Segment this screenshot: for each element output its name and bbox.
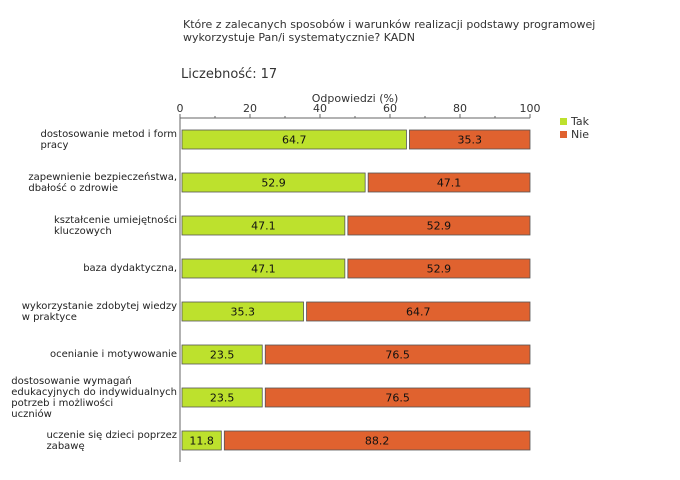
bar-value-label: 35.3 — [457, 134, 482, 147]
bar-nie — [347, 258, 531, 279]
bar-value-label: 23.5 — [210, 349, 235, 362]
bar-value-label: 11.8 — [189, 435, 214, 448]
sample-count-label: Liczebność: — [181, 67, 257, 82]
category-label-text: wykorzystanie zdobytej wiedzy w praktyce — [22, 301, 177, 323]
category-label-line: kluczowych — [53, 225, 112, 237]
bar-nie — [409, 129, 531, 150]
bar-nie — [264, 387, 531, 408]
category-label-line: baza dydaktyczna, — [83, 263, 177, 274]
category-label-line: kształcenie umiejętności — [53, 214, 177, 226]
legend-label-nie: Nie — [571, 128, 589, 141]
bar-value-label: 35.3 — [231, 306, 256, 319]
x-tick-label: 20 — [243, 102, 257, 115]
bar-tak — [181, 301, 304, 322]
x-tick-label: 40 — [313, 102, 327, 115]
x-tick-label: 100 — [520, 102, 541, 115]
category-label-text: kształcenie umiejętności kluczowych — [54, 215, 177, 237]
sample-count-value: 17 — [260, 67, 278, 82]
legend-swatch-tak — [560, 118, 567, 125]
bar-value-label: 88.2 — [365, 435, 390, 448]
bar-value-label: 52.9 — [261, 177, 286, 190]
sample-count: Liczebność: 17 — [181, 67, 277, 82]
bar-nie — [367, 172, 531, 193]
bar-value-label: 64.7 — [406, 306, 431, 319]
bar-value-label: 52.9 — [427, 220, 452, 233]
category-label-line: edukacyjnych do indywidualnych — [11, 386, 177, 398]
category-label-text: zapewnienie bezpieczeństwa, dbałość o zdr… — [28, 172, 177, 194]
chart-title: Które z zalecanych sposobów i warunków r… — [183, 18, 596, 44]
category-label-text: baza dydaktyczna, — [83, 263, 177, 274]
category-label-line: dbałość o zdrowie — [28, 182, 119, 194]
x-axis-title: Odpowiedzi (%) — [312, 92, 399, 105]
category-label-line: uczenie się dzieci poprzez — [46, 429, 177, 441]
bar-value-label: 64.7 — [282, 134, 307, 147]
bar-nie — [264, 344, 531, 365]
category-label-line: wykorzystanie zdobytej wiedzy — [21, 300, 177, 312]
category-label-line: potrzeb i możliwości — [11, 397, 114, 409]
x-tick-label: 0 — [177, 102, 184, 115]
legend-swatch-nie — [560, 131, 567, 138]
category-label-line: ocenianie i motywowanie — [50, 349, 177, 360]
bar-value-label: 76.5 — [385, 349, 410, 362]
bar-tak — [181, 215, 346, 236]
bar-value-label: 23.5 — [210, 392, 235, 405]
bar-tak — [181, 129, 407, 150]
x-tick-label: 60 — [383, 102, 397, 115]
category-label-line: pracy — [40, 139, 69, 151]
bar-tak — [181, 258, 346, 279]
bar-tak — [181, 172, 366, 193]
bar-tak — [181, 387, 263, 408]
bar-value-label: 76.5 — [385, 392, 410, 405]
category-label-text: uczenie się dzieci poprzez zabawę — [46, 430, 177, 452]
category-label-line: uczniów — [11, 408, 52, 420]
category-label-text: dostosowanie metod i form pracy — [40, 129, 177, 151]
category-label-line: w praktyce — [21, 311, 77, 323]
category-label-line: dostosowanie metod i form — [40, 128, 177, 140]
bar-value-label: 47.1 — [251, 220, 276, 233]
bar-value-label: 47.1 — [437, 177, 462, 190]
category-label-line: dostosowanie wymagań — [11, 375, 132, 387]
bar-value-label: 47.1 — [251, 263, 276, 276]
legend-label-tak: Tak — [570, 115, 590, 128]
bar-nie — [347, 215, 531, 236]
category-label-line: zapewnienie bezpieczeństwa, — [28, 171, 177, 183]
category-label-line: zabawę — [46, 440, 85, 452]
bar-tak — [181, 430, 222, 451]
bar-value-label: 52.9 — [427, 263, 452, 276]
category-label-text: dostosowanie wymagań edukacyjnych do indy… — [11, 376, 177, 420]
x-tick-label: 80 — [453, 102, 467, 115]
category-label-text: ocenianie i motywowanie — [50, 349, 177, 360]
bar-nie — [306, 301, 531, 322]
bar-nie — [223, 430, 531, 451]
bar-tak — [181, 344, 263, 365]
